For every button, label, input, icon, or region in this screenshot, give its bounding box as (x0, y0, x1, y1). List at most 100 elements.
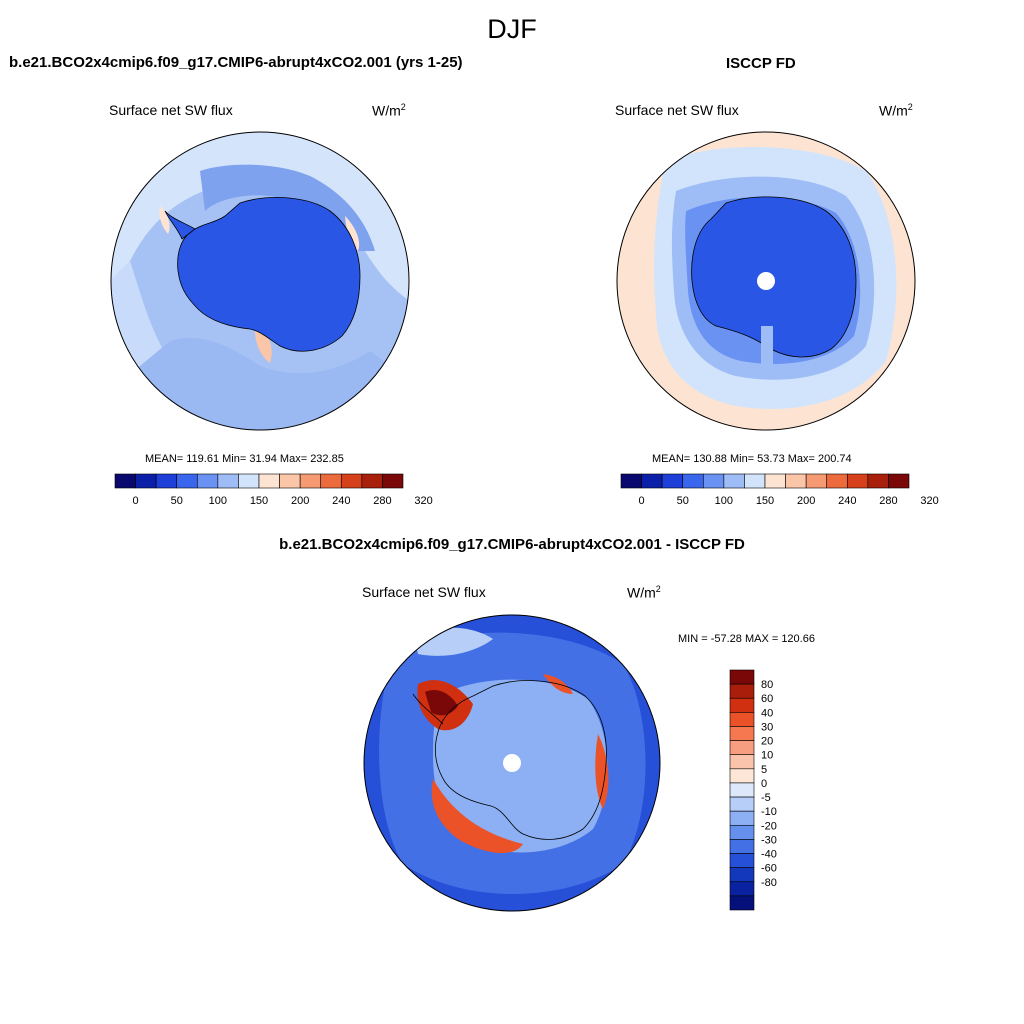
map-model-antarctica-fill (177, 197, 360, 352)
colorbar-box (764, 473, 786, 489)
colorbar-box (729, 754, 755, 770)
map-obs-border (616, 131, 916, 431)
panel-1-units: W/m2 (372, 102, 406, 119)
colorbar-tick-label: 60 (761, 693, 773, 705)
colorbar-box (641, 473, 663, 489)
panel-2-units: W/m2 (879, 102, 913, 119)
map-model-warm-patch-2 (254, 326, 272, 363)
colorbar-box (702, 473, 725, 489)
colorbar-box (729, 881, 755, 897)
panel-1-stats: MEAN= 119.61 Min= 31.94 Max= 232.85 (145, 453, 344, 465)
colorbar-box (729, 810, 755, 826)
colorbar-box (846, 473, 869, 489)
map-model-peninsula (164, 210, 196, 240)
colorbar-tick-label: -5 (761, 792, 771, 804)
colorbar-box (729, 867, 755, 883)
colorbar-box (340, 473, 363, 489)
colorbar-tick-label: 80 (761, 679, 773, 691)
map-diff-warm-east (595, 734, 609, 809)
colorbar-box (661, 473, 684, 489)
colorbar-box (729, 669, 755, 685)
map-obs-light-strip (761, 326, 773, 366)
colorbar-box (729, 726, 755, 741)
colorbar-box (729, 796, 755, 812)
panel-2-variable: Surface net SW flux (615, 102, 739, 118)
map-obs (616, 131, 916, 431)
map-diff-warm-west-core (425, 689, 458, 716)
colorbar-box (729, 824, 755, 840)
colorbar-tick-label: 50 (677, 495, 689, 507)
map-diff-peninsula (412, 693, 444, 725)
colorbar-model: 0 50 100 150 200 240 280 320 (114, 473, 433, 507)
colorbar-tick-label: 10 (761, 750, 773, 762)
colorbar-tick-label: -20 (761, 820, 777, 832)
colorbar-box (620, 473, 642, 489)
colorbar-box (176, 473, 198, 489)
colorbar-box (729, 782, 755, 798)
colorbar-tick-label: 0 (133, 495, 139, 507)
map-model-border (110, 131, 410, 431)
colorbar-tick-label: 20 (761, 736, 773, 748)
colorbar-tick-label: 0 (761, 778, 767, 790)
colorbar-box (888, 473, 910, 489)
colorbar-box (729, 839, 755, 854)
map-diff-pole-hole (503, 754, 521, 772)
colorbar-tick-label: 0 (639, 495, 645, 507)
colorbar-tick-label: 40 (761, 707, 773, 719)
map-obs-pole-hole (757, 272, 775, 290)
colorbar-tick-label: 240 (332, 495, 350, 507)
map-obs-antarctica-coast (691, 196, 857, 358)
map-diff-border (363, 614, 661, 912)
colorbar-box (320, 473, 342, 489)
colorbar-tick-label: 30 (761, 721, 773, 733)
colorbar-box (729, 697, 755, 713)
panel-3-units: W/m2 (627, 584, 661, 601)
colorbar-box (805, 473, 828, 489)
colorbar-tick-label: -30 (761, 834, 777, 846)
colorbar-tick-label: 200 (291, 495, 309, 507)
colorbar-box (382, 473, 404, 489)
colorbar-box (361, 473, 383, 489)
map-model-southern-ring (111, 337, 409, 430)
map-diff (363, 614, 661, 912)
panel-3-min-max: MIN = -57.28 MAX = 120.66 (678, 633, 815, 645)
map-diff-antarctica-coast (434, 680, 607, 840)
colorbar-tick-label: 280 (879, 495, 897, 507)
colorbar-tick-label: -80 (761, 877, 777, 889)
panel-1-title: b.e21.BCO2x4cmip6.f09_g17.CMIP6-abrupt4x… (9, 54, 463, 71)
colorbar-box (682, 473, 704, 489)
colorbar-box (729, 712, 755, 727)
colorbar-box (785, 473, 807, 489)
panel-2-title: ISCCP FD (726, 55, 796, 72)
colorbar-box (238, 473, 260, 489)
panel-2-stats: MEAN= 130.88 Min= 53.73 Max= 200.74 (652, 453, 852, 465)
colorbar-tick-label: -60 (761, 863, 777, 875)
colorbar-tick-label: 100 (715, 495, 733, 507)
panel-1-variable: Surface net SW flux (109, 102, 233, 118)
colorbar-box (155, 473, 178, 489)
colorbar-box (258, 473, 280, 489)
colorbar-box (729, 853, 755, 868)
colorbar-box (729, 895, 755, 911)
colorbar-box (867, 473, 889, 489)
colorbar-tick-label: 5 (761, 764, 767, 776)
colorbar-tick-label: 150 (250, 495, 268, 507)
colorbar-tick-label: 280 (373, 495, 391, 507)
colorbar-tick-label: 320 (414, 495, 432, 507)
colorbar-obs: 0 50 100 150 200 240 280 320 (620, 473, 939, 507)
colorbar-tick-label: 50 (171, 495, 183, 507)
map-model-light-band (111, 132, 409, 301)
colorbar-box (299, 473, 322, 489)
colorbar-box (826, 473, 848, 489)
colorbar-box (729, 768, 755, 784)
colorbar-tick-label: 100 (209, 495, 227, 507)
map-model-antarctica-coast (177, 197, 361, 352)
colorbar-box (729, 683, 755, 699)
colorbar-box (114, 473, 136, 489)
map-model-warm-patch-1 (345, 216, 360, 251)
map-diff-warm-south (431, 779, 523, 854)
colorbar-box (279, 473, 301, 489)
colorbar-tick-label: -10 (761, 806, 777, 818)
colorbar-box (729, 740, 755, 756)
panel-3-variable: Surface net SW flux (362, 584, 486, 600)
